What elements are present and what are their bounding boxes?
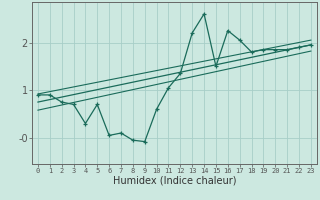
X-axis label: Humidex (Indice chaleur): Humidex (Indice chaleur) bbox=[113, 176, 236, 186]
